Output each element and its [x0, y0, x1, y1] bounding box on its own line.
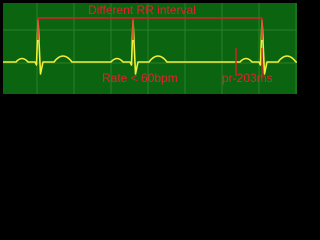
- rate-label: Rate < 60bpm: [102, 71, 178, 85]
- ecg-strip: Different RR interval Rate < 60bpm pr-20…: [0, 0, 300, 97]
- page: {"annotations": {"rr_interval": "Differe…: [0, 0, 300, 97]
- rr-label: Different RR interval: [88, 3, 196, 17]
- pr-markers: [235, 48, 263, 76]
- pr-label: pr-203ms: [222, 71, 273, 85]
- rr-bracket: [37, 17, 263, 40]
